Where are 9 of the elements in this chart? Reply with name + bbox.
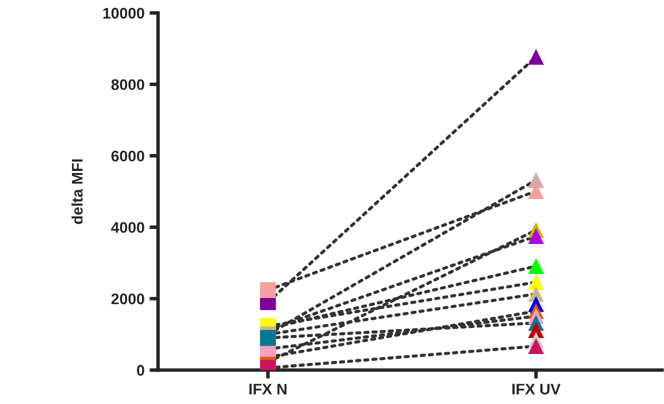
x-tick-label: IFX N [249, 384, 286, 394]
x-tick-label: IFX UV [512, 384, 561, 394]
y-tick-label: 4000 [111, 222, 144, 233]
y-tick-label: 2000 [111, 294, 144, 304]
y-tick-label: 6000 [111, 150, 144, 162]
y-axis-title: delta MFI [71, 159, 83, 224]
y-tick-label: 0 [136, 364, 144, 376]
y-tick-label: 8000 [111, 79, 144, 90]
y-tick-label: 10000 [103, 8, 144, 19]
